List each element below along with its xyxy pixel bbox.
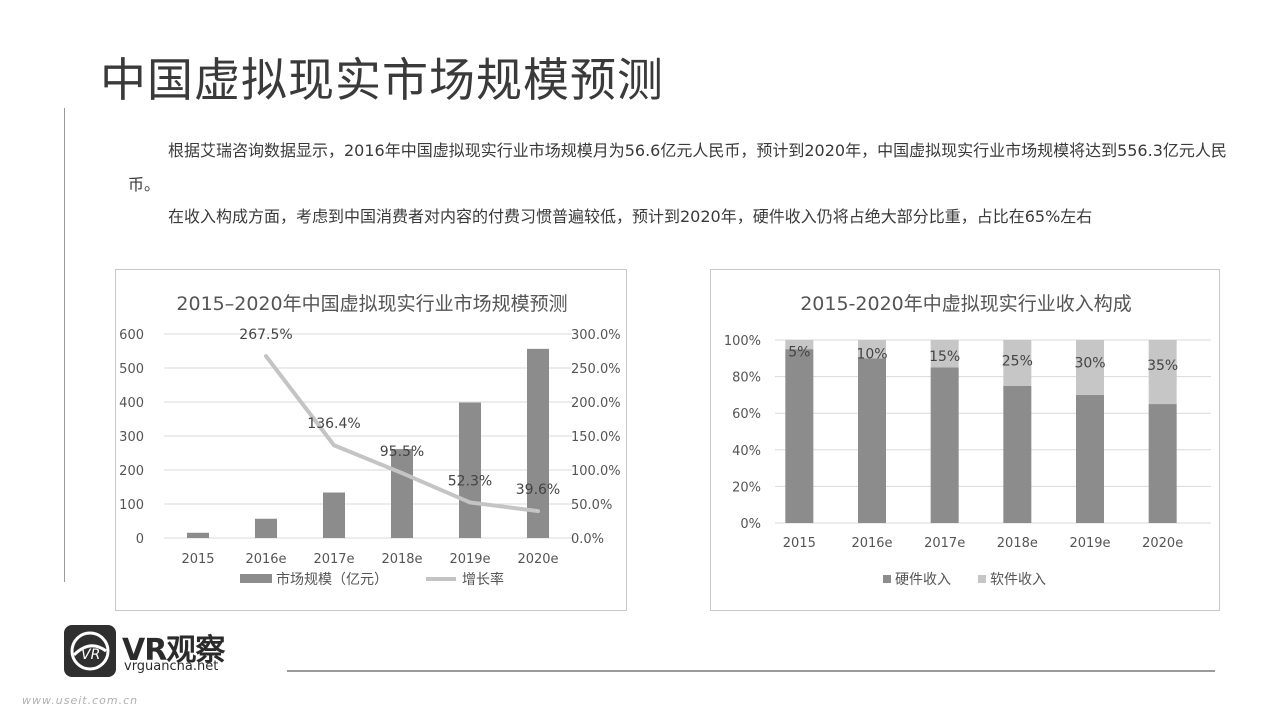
x-tick-label: 2016e [245,552,286,567]
growth-point [536,509,540,514]
software-data-label: 30% [1074,356,1105,372]
growth-data-label: 95.5% [380,444,424,460]
x-tick-label: 2015 [783,536,816,551]
y-tick-label: 600 [119,328,144,343]
bar [391,449,413,538]
bar [323,492,345,538]
y-tick-label: 100 [119,498,144,513]
x-tick-label: 2017e [924,536,965,551]
software-data-label: 15% [929,349,960,365]
legend-line-label: 增长率 [462,571,504,588]
bar [459,402,481,538]
y2-tick-label: 50.0% [571,498,612,513]
growth-point [264,354,268,359]
revenue-composition-chart-svg: 2015-2020年中虚拟现实行业收入构成 0% 20% 40% 60% 80% 100% 5… [724,293,1211,588]
market-size-chart: 2015–2020年中国虚拟现实行业市场规模预测 0 100 200 300 400 500… [115,269,627,611]
software-data-label: 10% [856,347,887,363]
y2-tick-label: 100.0% [571,464,621,479]
vr-guancha-logo: VR VR观察 vrguancha.net [64,625,244,677]
legend-software-swatch [978,575,986,583]
y-tick-label: 20% [732,480,761,495]
software-bar [785,340,814,350]
software-data-label: 25% [1002,353,1033,369]
software-bar [1076,340,1104,395]
y-tick-label: 80% [732,371,761,386]
intro-paragraph-2: 在收入构成方面，考虑到中国消费者对内容的付费习惯普遍较低，预计到2020年，硬件… [168,207,1093,226]
x-tick-label: 2015 [181,552,214,567]
watermark: www.useit.com.cn [22,694,139,707]
x-tick-label: 2016e [851,536,892,551]
legend-hardware-swatch [883,575,891,583]
software-bar [930,340,959,368]
legend-software-label: 软件收入 [990,572,1046,588]
x-tick-label: 2019e [1069,536,1110,551]
bottom-divider [287,670,1215,672]
bar [187,532,209,538]
software-data-label: 5% [788,344,810,360]
chart-title: 2015–2020年中国虚拟现实行业市场规模预测 [176,293,567,315]
y2-tick-label: 150.0% [571,430,621,445]
x-tick-label: 2018e [997,536,1038,551]
hardware-bar [858,358,886,523]
legend-bar-label: 市场规模（亿元） [276,571,388,588]
growth-point [332,443,336,448]
y-tick-label: 0% [740,517,761,532]
software-bar [1148,340,1177,405]
revenue-composition-chart: 2015-2020年中虚拟现实行业收入构成 0% 20% 40% 60% 80% 100% 5… [710,269,1220,611]
vr-logo-icon: VR [64,625,116,677]
growth-data-label: 136.4% [307,416,360,432]
chart-title: 2015-2020年中虚拟现实行业收入构成 [800,293,1132,315]
hardware-bar [930,367,959,523]
legend-bar-swatch [240,574,272,583]
growth-data-label: 267.5% [239,327,292,343]
growth-data-label: 52.3% [448,473,492,489]
left-divider [64,108,65,582]
logo-url: vrguancha.net [124,659,219,674]
y2-tick-label: 250.0% [571,362,621,377]
hardware-bar [1148,404,1177,523]
market-size-chart-svg: 2015–2020年中国虚拟现实行业市场规模预测 0 100 200 300 400 500… [119,293,621,588]
y-tick-label: 200 [119,464,144,479]
y-tick-label: 500 [119,362,144,377]
intro-paragraph-1: 根据艾瑞咨询数据显示，2016年中国虚拟现实行业市场规模月为56.6亿元人民币，… [128,141,1227,194]
hardware-bar [1076,394,1104,523]
hardware-bar [785,349,814,523]
y2-tick-label: 200.0% [571,396,621,411]
y-tick-label: 0 [136,532,144,547]
bar [527,348,549,538]
software-bar [1003,340,1032,386]
svg-text:VR: VR [81,647,100,663]
software-bar [858,340,886,359]
growth-data-label: 39.6% [516,482,560,498]
y2-tick-label: 0.0% [571,532,604,547]
y-tick-label: 60% [732,407,761,422]
y-tick-label: 300 [119,430,144,445]
y-tick-label: 40% [732,444,761,459]
page-title: 中国虚拟现实市场规模预测 [100,53,664,107]
y-tick-label: 400 [119,396,144,411]
legend-hardware-label: 硬件收入 [895,572,951,588]
software-data-label: 35% [1147,358,1178,374]
growth-point [468,500,472,505]
logo-text: VR观察 [122,633,225,668]
y-tick-label: 100% [724,334,761,349]
x-tick-label: 2017e [313,552,354,567]
bar [255,518,277,538]
x-tick-label: 2018e [381,552,422,567]
x-tick-label: 2019e [449,552,490,567]
y2-tick-label: 300.0% [571,328,621,343]
growth-point [400,471,404,476]
x-tick-label: 2020e [1142,536,1183,551]
x-tick-label: 2020e [517,552,558,567]
hardware-bar [1003,385,1032,523]
